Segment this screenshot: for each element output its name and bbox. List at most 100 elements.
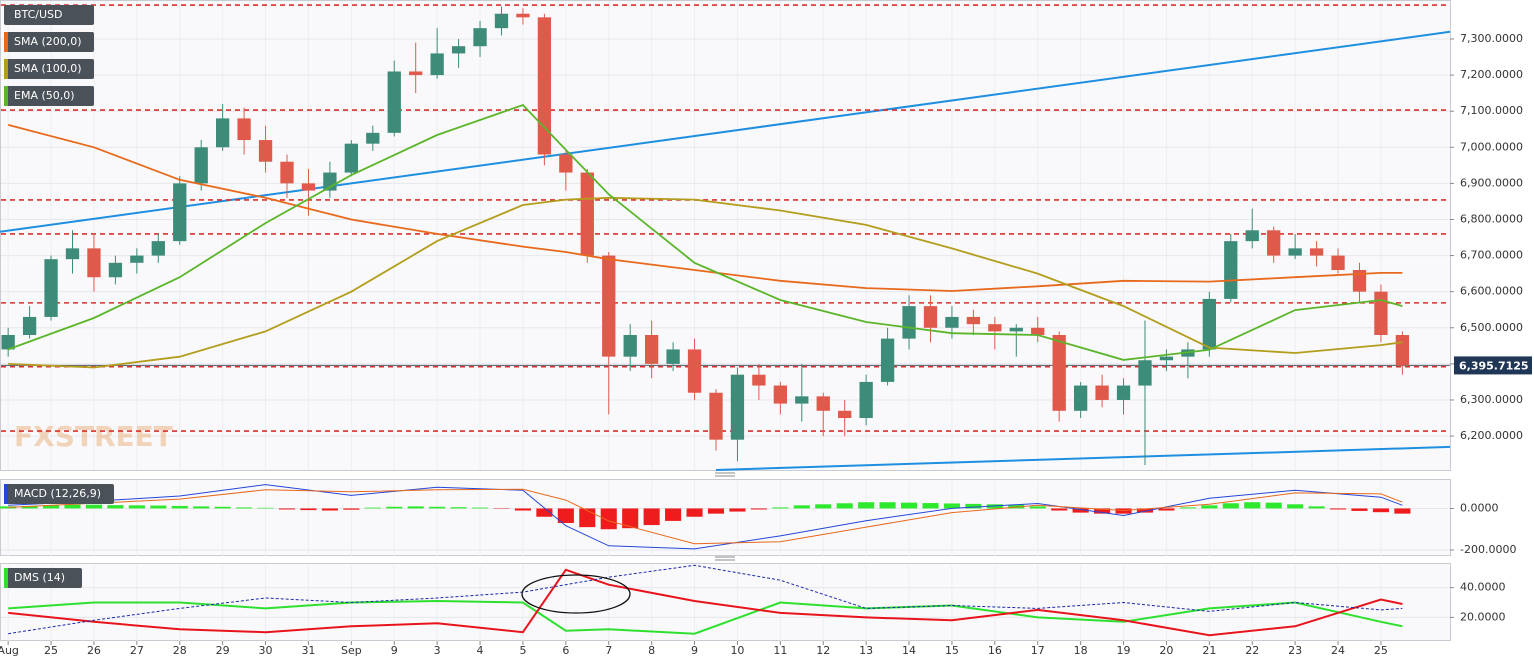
histogram-bar	[1329, 508, 1347, 510]
y-tick-label: 7,300.0000	[1460, 32, 1523, 45]
histogram-bar	[922, 503, 939, 509]
histogram-bar	[1008, 504, 1025, 509]
candle-body	[1009, 327, 1023, 332]
legend-label: MACD (12,26,9)	[14, 487, 101, 500]
histogram-bar	[1265, 502, 1282, 509]
candle-body	[151, 241, 165, 256]
candle-body	[366, 132, 380, 144]
histogram-bar	[1072, 508, 1089, 513]
candle-body	[130, 255, 144, 263]
histogram-bar	[21, 505, 38, 509]
legend-swatch	[4, 86, 8, 106]
legend-label: BTC/USD	[14, 8, 63, 21]
candle-body	[1116, 385, 1131, 400]
histogram-bar	[193, 506, 210, 509]
x-tick-label: 9	[391, 644, 398, 657]
watermark: FXSTREET	[14, 420, 173, 453]
candle-body	[451, 46, 466, 54]
trendline	[715, 445, 1451, 471]
histogram-bar	[1308, 506, 1325, 509]
legend-swatch	[4, 59, 8, 79]
candle-body	[1352, 270, 1367, 292]
legend-box	[4, 59, 94, 79]
candle-body	[1288, 248, 1302, 256]
trendline	[0, 30, 1451, 233]
candle-body	[344, 143, 358, 173]
histogram-bar	[729, 508, 746, 512]
histogram-bar	[643, 508, 660, 526]
histogram-bar	[879, 502, 896, 509]
main-panel	[0, 0, 1451, 471]
candle-body	[1309, 248, 1324, 256]
histogram-bar	[43, 505, 60, 509]
histogram-bar	[321, 508, 338, 511]
histogram-bar	[1201, 505, 1218, 509]
histogram-bar	[1158, 508, 1175, 511]
price-tag	[1454, 356, 1532, 375]
candle-body	[387, 71, 401, 133]
indicator-line	[7, 124, 1403, 292]
histogram-bar	[900, 502, 918, 509]
candle-body	[108, 262, 123, 278]
histogram-bar	[1029, 506, 1046, 509]
candle-body	[280, 161, 294, 184]
histogram-bar	[1351, 508, 1368, 511]
histogram-bar	[107, 505, 124, 509]
candle-body	[194, 147, 208, 184]
candle-body	[494, 13, 509, 29]
histogram-bar	[1136, 508, 1154, 513]
candle-body	[1, 334, 15, 350]
histogram-bar	[278, 508, 296, 510]
x-tick-label: 12	[816, 644, 830, 657]
histogram-bar	[793, 505, 810, 509]
candle-body	[623, 334, 637, 357]
price-tag-label: 6,395.7125	[1459, 359, 1529, 372]
y-tick-label: 6,800.0000	[1460, 212, 1523, 225]
candle-body	[945, 316, 959, 328]
x-tick-label: 3	[434, 644, 441, 657]
histogram-bar	[1372, 508, 1389, 513]
candle-body	[709, 392, 723, 440]
y-tick-label: 7,100.0000	[1460, 104, 1523, 117]
histogram-bar	[665, 508, 682, 521]
histogram-bar	[0, 506, 17, 509]
legend-box	[4, 484, 114, 504]
x-tick-label: 15	[945, 644, 959, 657]
dms-panel	[0, 563, 1451, 641]
candle-body	[65, 248, 80, 260]
y-tick-label: 6,200.0000	[1460, 429, 1523, 442]
candle-body	[816, 396, 830, 411]
candle-body	[301, 183, 316, 191]
candle-body	[258, 140, 273, 162]
x-tick-label: Sep	[341, 644, 362, 657]
histogram-bar	[750, 508, 767, 510]
y-tick-label: -200.0000	[1460, 543, 1516, 556]
histogram-bar	[579, 508, 596, 528]
candle-body	[537, 17, 552, 155]
histogram-bar	[514, 508, 531, 511]
x-tick-label: 11	[773, 644, 787, 657]
x-tick-label: 30	[259, 644, 273, 657]
histogram-bar	[1115, 508, 1132, 514]
legend-label: SMA (200,0)	[14, 35, 82, 48]
candle-body	[666, 349, 680, 364]
x-tick-label: 21	[1202, 644, 1216, 657]
y-tick-label: 6,600.0000	[1460, 285, 1523, 298]
x-tick-label: 24	[1331, 644, 1345, 657]
legend-swatch	[4, 32, 8, 52]
legend-label: DMS (14)	[14, 571, 65, 584]
candle-body	[773, 385, 787, 404]
x-tick-label: Aug	[0, 644, 19, 657]
y-tick-label: 7,200.0000	[1460, 68, 1523, 81]
x-tick-label: 17	[1031, 644, 1045, 657]
macd-line	[8, 484, 1403, 550]
x-tick-label: 31	[301, 644, 315, 657]
histogram-bar	[64, 504, 81, 509]
histogram-bar	[150, 505, 167, 509]
histogram-bar	[1051, 508, 1068, 511]
x-tick-label: 5	[519, 644, 526, 657]
y-tick-label: 20.0000	[1460, 610, 1506, 623]
y-tick-label: 6,700.0000	[1460, 249, 1523, 262]
